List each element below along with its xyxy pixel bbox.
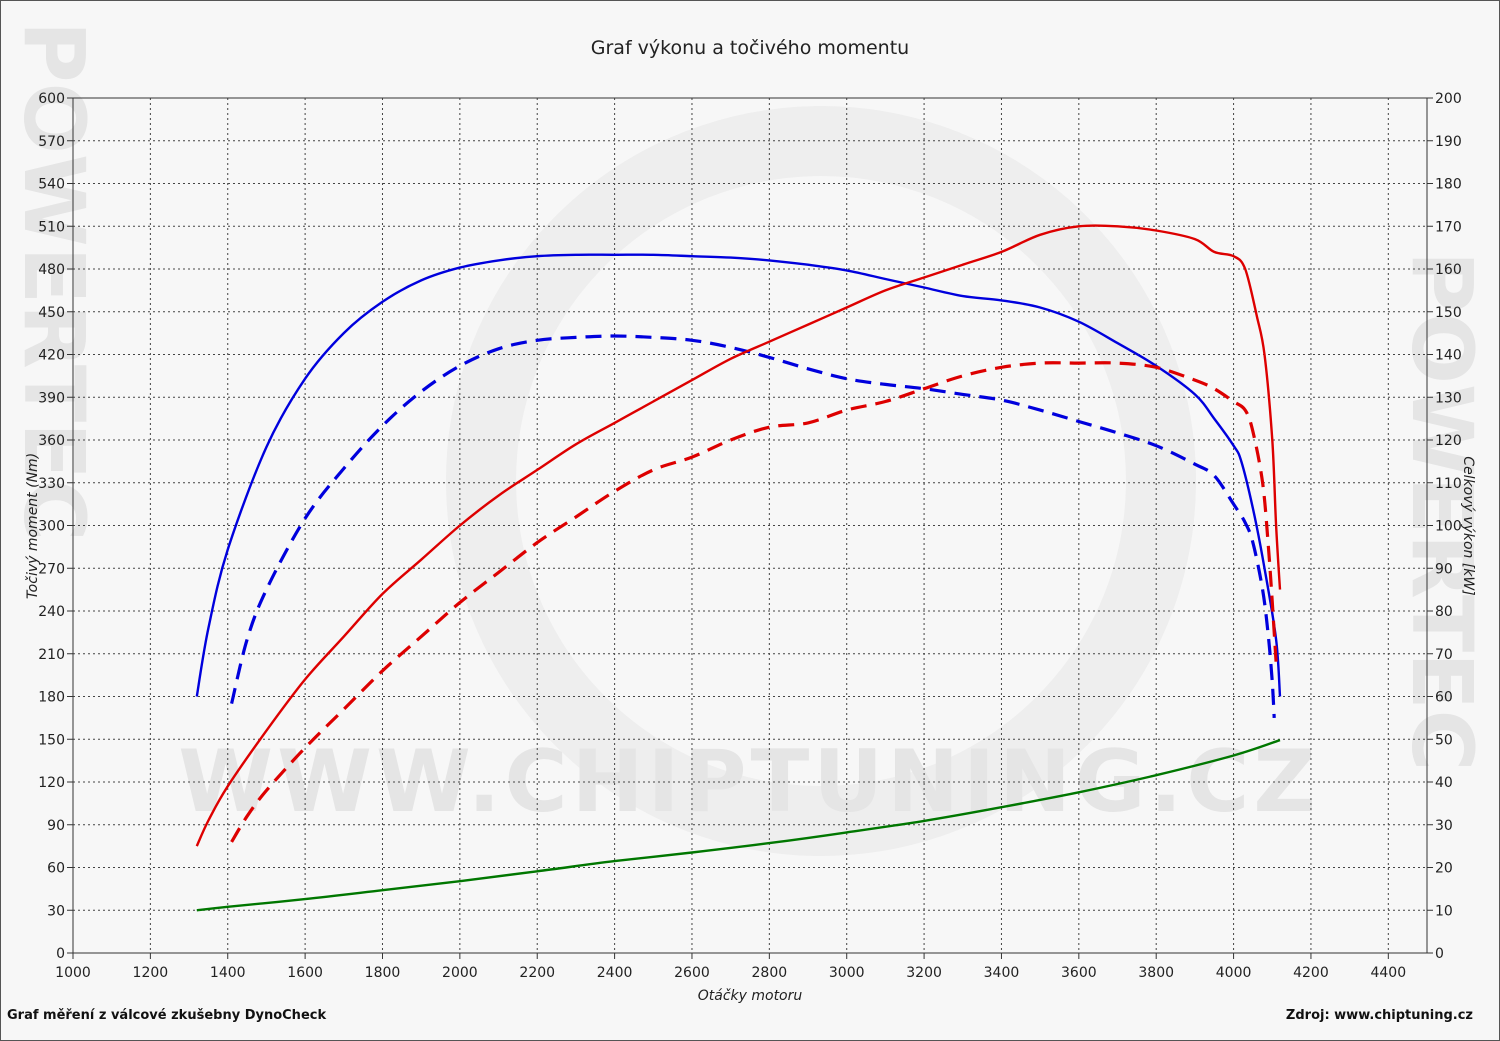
y-right-tick-label: 20 (1435, 861, 1453, 877)
watermark-side-right: POWERTEC (1393, 251, 1491, 771)
x-tick-label: 2400 (597, 965, 633, 981)
y-left-tick-label: 510 (38, 219, 65, 235)
y-right-tick-label: 0 (1435, 946, 1444, 962)
y-left-tick-label: 390 (38, 390, 65, 406)
y-left-tick-label: 420 (38, 348, 65, 364)
chart-title: Graf výkonu a točivého momentu (591, 37, 909, 59)
y-left-tick-label: 210 (38, 647, 65, 663)
x-tick-label: 4000 (1216, 965, 1252, 981)
loss-line (196, 738, 1281, 912)
y-right-tick-label: 170 (1435, 219, 1462, 235)
y-left-tick-label: 570 (38, 134, 65, 150)
y-left-tick-label: 270 (38, 561, 65, 577)
x-tick-label: 2800 (752, 965, 788, 981)
y-left-tick-label: 600 (38, 91, 65, 107)
x-tick-label: 3400 (984, 965, 1020, 981)
x-axis: 1000 1200 1400 1600 1800 2000 2200 2400 2600 2800… (55, 953, 1406, 981)
x-tick-label: 1800 (365, 965, 401, 981)
y-left-tick-label: 150 (38, 732, 65, 748)
y-left-tick-label: 360 (38, 433, 65, 449)
x-tick-label: 3000 (829, 965, 865, 981)
x-tick-label: 1400 (210, 965, 246, 981)
y-axis-right: 0 10 20 30 40 50 60 70 80 90 100 110 120 130 140 150 160… (1427, 91, 1462, 962)
y-right-tick-label: 50 (1435, 732, 1453, 748)
y-right-tick-label: 200 (1435, 91, 1462, 107)
y-left-tick-label: 240 (38, 604, 65, 620)
x-tick-label: 2200 (519, 965, 555, 981)
y-left-tick-label: 90 (47, 818, 65, 834)
watermark: WWW.CHIPTUNING.CZ POWERTEC POWERTEC (5, 21, 1491, 856)
y-right-tick-label: 30 (1435, 818, 1453, 834)
y-left-tick-label: 300 (38, 519, 65, 535)
torque-stock-line (230, 334, 1276, 718)
y-right-tick-label: 120 (1435, 433, 1462, 449)
x-tick-label: 3600 (1061, 965, 1097, 981)
y-axis-left-label: Točivý moment (Nm) (25, 453, 41, 599)
y-left-tick-label: 60 (47, 861, 65, 877)
y-right-tick-label: 140 (1435, 348, 1462, 364)
y-right-tick-label: 10 (1435, 903, 1453, 919)
source-note: Graf měření z válcové zkušebny DynoCheck (7, 1008, 326, 1023)
y-right-tick-label: 110 (1435, 476, 1462, 492)
x-axis-label: Otáčky motoru (698, 988, 803, 1004)
x-tick-label: 4200 (1293, 965, 1329, 981)
y-axis-right-label: Celkový výkon [kW] (1460, 456, 1476, 595)
x-tick-label: 1200 (133, 965, 169, 981)
x-tick-label: 4400 (1370, 965, 1406, 981)
x-tick-label: 3200 (906, 965, 942, 981)
y-right-tick-label: 130 (1435, 390, 1462, 406)
watermark-logo (446, 106, 1196, 856)
y-right-tick-label: 80 (1435, 604, 1453, 620)
y-left-tick-label: 180 (38, 690, 65, 706)
y-left-tick-label: 30 (47, 903, 65, 919)
torque-tuned-line (195, 253, 1282, 697)
source-url: Zdroj: www.chiptuning.cz (1286, 1008, 1473, 1023)
y-left-tick-label: 540 (38, 177, 65, 193)
y-right-tick-label: 60 (1435, 690, 1453, 706)
y-right-tick-label: 190 (1435, 134, 1462, 150)
x-tick-label: 2000 (442, 965, 478, 981)
x-tick-label: 3800 (1138, 965, 1174, 981)
x-tick-label: 1000 (55, 965, 91, 981)
y-left-tick-label: 330 (38, 476, 65, 492)
y-right-tick-label: 70 (1435, 647, 1453, 663)
y-right-tick-label: 180 (1435, 177, 1462, 193)
watermark-side-left: POWERTEC (5, 21, 103, 541)
y-left-tick-label: 450 (38, 305, 65, 321)
power-tuned-line (195, 224, 1282, 847)
y-right-tick-label: 160 (1435, 262, 1462, 278)
series-group (195, 224, 1282, 912)
y-axis-left: 0 30 60 90 120 150 180 210 240 270 300 330 360 390 420… (38, 91, 73, 962)
y-right-tick-label: 100 (1435, 519, 1462, 535)
y-right-tick-label: 40 (1435, 775, 1453, 791)
x-tick-label: 2600 (674, 965, 710, 981)
y-left-tick-label: 480 (38, 262, 65, 278)
y-left-tick-label: 0 (56, 946, 65, 962)
power-stock-line (230, 361, 1278, 843)
y-left-tick-label: 120 (38, 775, 65, 791)
y-right-tick-label: 150 (1435, 305, 1462, 321)
x-tick-label: 1600 (287, 965, 323, 981)
y-right-tick-label: 90 (1435, 561, 1453, 577)
